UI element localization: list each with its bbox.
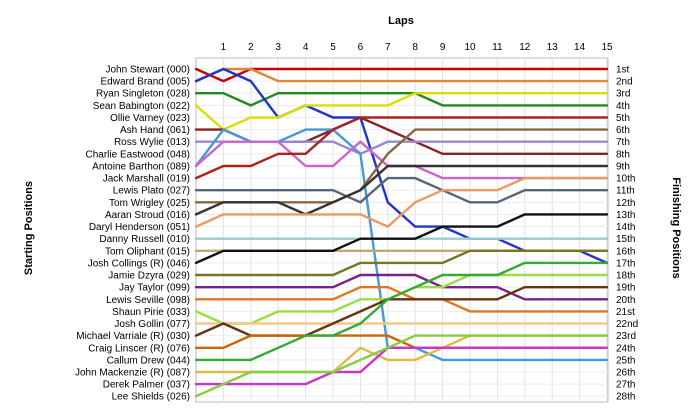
start-position-label: Jamie Dzyra (029) (108, 271, 190, 282)
lap-tick-label: 5 (330, 42, 336, 53)
lap-tick-label: 11 (492, 42, 503, 53)
start-position-label: John Mackenzie (R) (087) (75, 368, 190, 379)
finish-position-label: 25th (616, 355, 635, 366)
finish-position-label: 3rd (616, 89, 630, 100)
driver-position-line (194, 176, 609, 228)
start-position-label: Danny Russell (010) (99, 234, 190, 245)
lap-tick-label: 13 (547, 42, 559, 53)
start-position-label: Aaran Stroud (016) (105, 210, 190, 221)
lap-tick-label: 12 (519, 42, 531, 53)
lap-tick-label: 9 (440, 42, 446, 53)
finish-position-label: 16th (616, 246, 635, 257)
driver-position-line (194, 164, 609, 216)
finish-position-label: 20th (616, 295, 635, 306)
finish-position-label: 12th (616, 198, 635, 209)
plot-area (195, 57, 609, 403)
finish-position-label: 21st (616, 307, 635, 318)
finish-position-label: 28th (616, 392, 635, 403)
driver-position-line (194, 116, 609, 180)
start-position-label: Sean Babington (022) (93, 101, 190, 112)
driver-position-line (194, 273, 609, 301)
finish-position-label: 22nd (616, 319, 638, 330)
finish-position-label: 4th (616, 101, 630, 112)
finish-position-label: 1st (616, 65, 630, 76)
start-position-label: Antoine Barthon (089) (92, 161, 190, 172)
start-position-label: Josh Collings (R) (046) (88, 258, 190, 269)
start-position-label: Lee Shields (026) (112, 392, 190, 403)
finish-position-label: 27th (616, 380, 635, 391)
driver-position-line (194, 67, 609, 83)
driver-position-line (194, 261, 609, 362)
start-position-label: Josh Gollin (077) (114, 319, 190, 330)
finish-position-label: 2nd (616, 77, 633, 88)
grid-lines (195, 57, 609, 403)
finish-position-label: 15th (616, 234, 635, 245)
start-position-label: Jack Marshall (019) (103, 174, 190, 185)
series-lines (194, 67, 609, 398)
lap-tick-label: 10 (464, 42, 476, 53)
finish-position-label: 18th (616, 271, 635, 282)
finish-position-label: 11th (616, 186, 635, 197)
driver-position-line (194, 67, 609, 83)
top-axis-label: Laps (388, 15, 414, 27)
start-position-label: Ryan Singleton (028) (96, 89, 190, 100)
start-position-label: Craig Linscer (R) (076) (88, 343, 190, 354)
start-position-label: Charlie Eastwood (048) (86, 149, 191, 160)
lap-tick-label: 8 (412, 42, 418, 53)
finish-position-label: 17th (616, 258, 635, 269)
lap-tick-label: 4 (303, 42, 309, 53)
driver-position-line (194, 91, 609, 131)
start-position-label: Tom Wrigley (025) (109, 198, 190, 209)
finish-position-label: 26th (616, 368, 635, 379)
finish-position-label: 5th (616, 113, 630, 124)
right-axis-label: Finishing Positions (670, 177, 682, 278)
start-position-label: Ollie Varney (023) (110, 113, 190, 124)
finish-position-label: 14th (616, 222, 635, 233)
driver-position-line (194, 176, 609, 204)
finish-position-label: 13th (616, 210, 635, 221)
lap-tick-label: 7 (385, 42, 391, 53)
lap-tick-label: 3 (275, 42, 281, 53)
lap-tick-label: 2 (248, 42, 254, 53)
start-position-label: Tom Oliphant (015) (105, 246, 190, 257)
finish-position-label: 9th (616, 161, 630, 172)
lap-tick-label: 1 (221, 42, 227, 53)
left-axis-label: Starting Positions (23, 181, 35, 275)
finish-position-label: 7th (616, 137, 630, 148)
finish-position-label: 10th (616, 174, 635, 185)
finish-position-label: 6th (616, 125, 630, 136)
lap-tick-label: 14 (574, 42, 586, 53)
finish-position-label: 23rd (616, 331, 636, 342)
finish-position-label: 8th (616, 149, 630, 160)
lap-tick-label: 6 (358, 42, 364, 53)
finish-position-label: 24th (616, 343, 635, 354)
start-position-label: Michael Varriale (R) (030) (76, 331, 190, 342)
start-position-label: Derek Palmer (037) (103, 380, 190, 391)
finish-position-label: 19th (616, 283, 635, 294)
start-position-label: Lewis Seville (098) (106, 295, 190, 306)
start-position-label: Shaun Pirie (033) (112, 307, 190, 318)
start-position-label: Ash Hand (061) (120, 125, 190, 136)
start-position-label: Jay Taylor (099) (119, 283, 190, 294)
start-position-label: Edward Brand (005) (101, 77, 191, 88)
start-position-label: Ross Wylie (013) (114, 137, 190, 148)
start-position-label: Lewis Plato (027) (113, 186, 190, 197)
driver-position-line (194, 213, 609, 265)
driver-position-line (194, 249, 609, 277)
start-position-label: Daryl Henderson (051) (89, 222, 190, 233)
start-position-label: Callum Drew (044) (107, 355, 190, 366)
driver-position-line (194, 334, 609, 398)
driver-position-line (194, 346, 609, 386)
start-position-label: John Stewart (000) (106, 65, 191, 76)
lap-tick-label: 15 (601, 42, 613, 53)
